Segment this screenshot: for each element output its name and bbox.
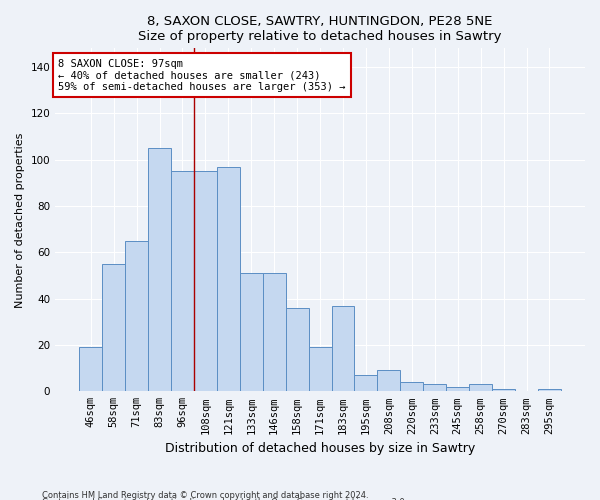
Bar (469, 384, 492, 392)
Text: Contains HM Land Registry data © Crown copyright and database right 2024.: Contains HM Land Registry data © Crown c… (42, 490, 368, 500)
Bar (308, 348, 332, 392)
Bar (148, 148, 171, 392)
Bar (355, 375, 377, 392)
Y-axis label: Number of detached properties: Number of detached properties (15, 132, 25, 308)
Bar (377, 370, 400, 392)
Bar (538, 389, 561, 392)
Bar (423, 384, 446, 392)
Text: 8 SAXON CLOSE: 97sqm
← 40% of detached houses are smaller (243)
59% of semi-deta: 8 SAXON CLOSE: 97sqm ← 40% of detached h… (58, 58, 346, 92)
Bar (102, 264, 125, 392)
X-axis label: Distribution of detached houses by size in Sawtry: Distribution of detached houses by size … (165, 442, 475, 455)
Bar (171, 171, 194, 392)
Bar (240, 273, 263, 392)
Bar (332, 306, 355, 392)
Bar (400, 382, 423, 392)
Text: Contains public sector information licensed under the Open Government Licence v3: Contains public sector information licen… (42, 498, 407, 500)
Bar (217, 166, 240, 392)
Bar (79, 348, 102, 392)
Bar (286, 308, 308, 392)
Bar (125, 240, 148, 392)
Title: 8, SAXON CLOSE, SAWTRY, HUNTINGDON, PE28 5NE
Size of property relative to detach: 8, SAXON CLOSE, SAWTRY, HUNTINGDON, PE28… (139, 15, 502, 43)
Bar (446, 386, 469, 392)
Bar (263, 273, 286, 392)
Bar (492, 389, 515, 392)
Bar (194, 171, 217, 392)
